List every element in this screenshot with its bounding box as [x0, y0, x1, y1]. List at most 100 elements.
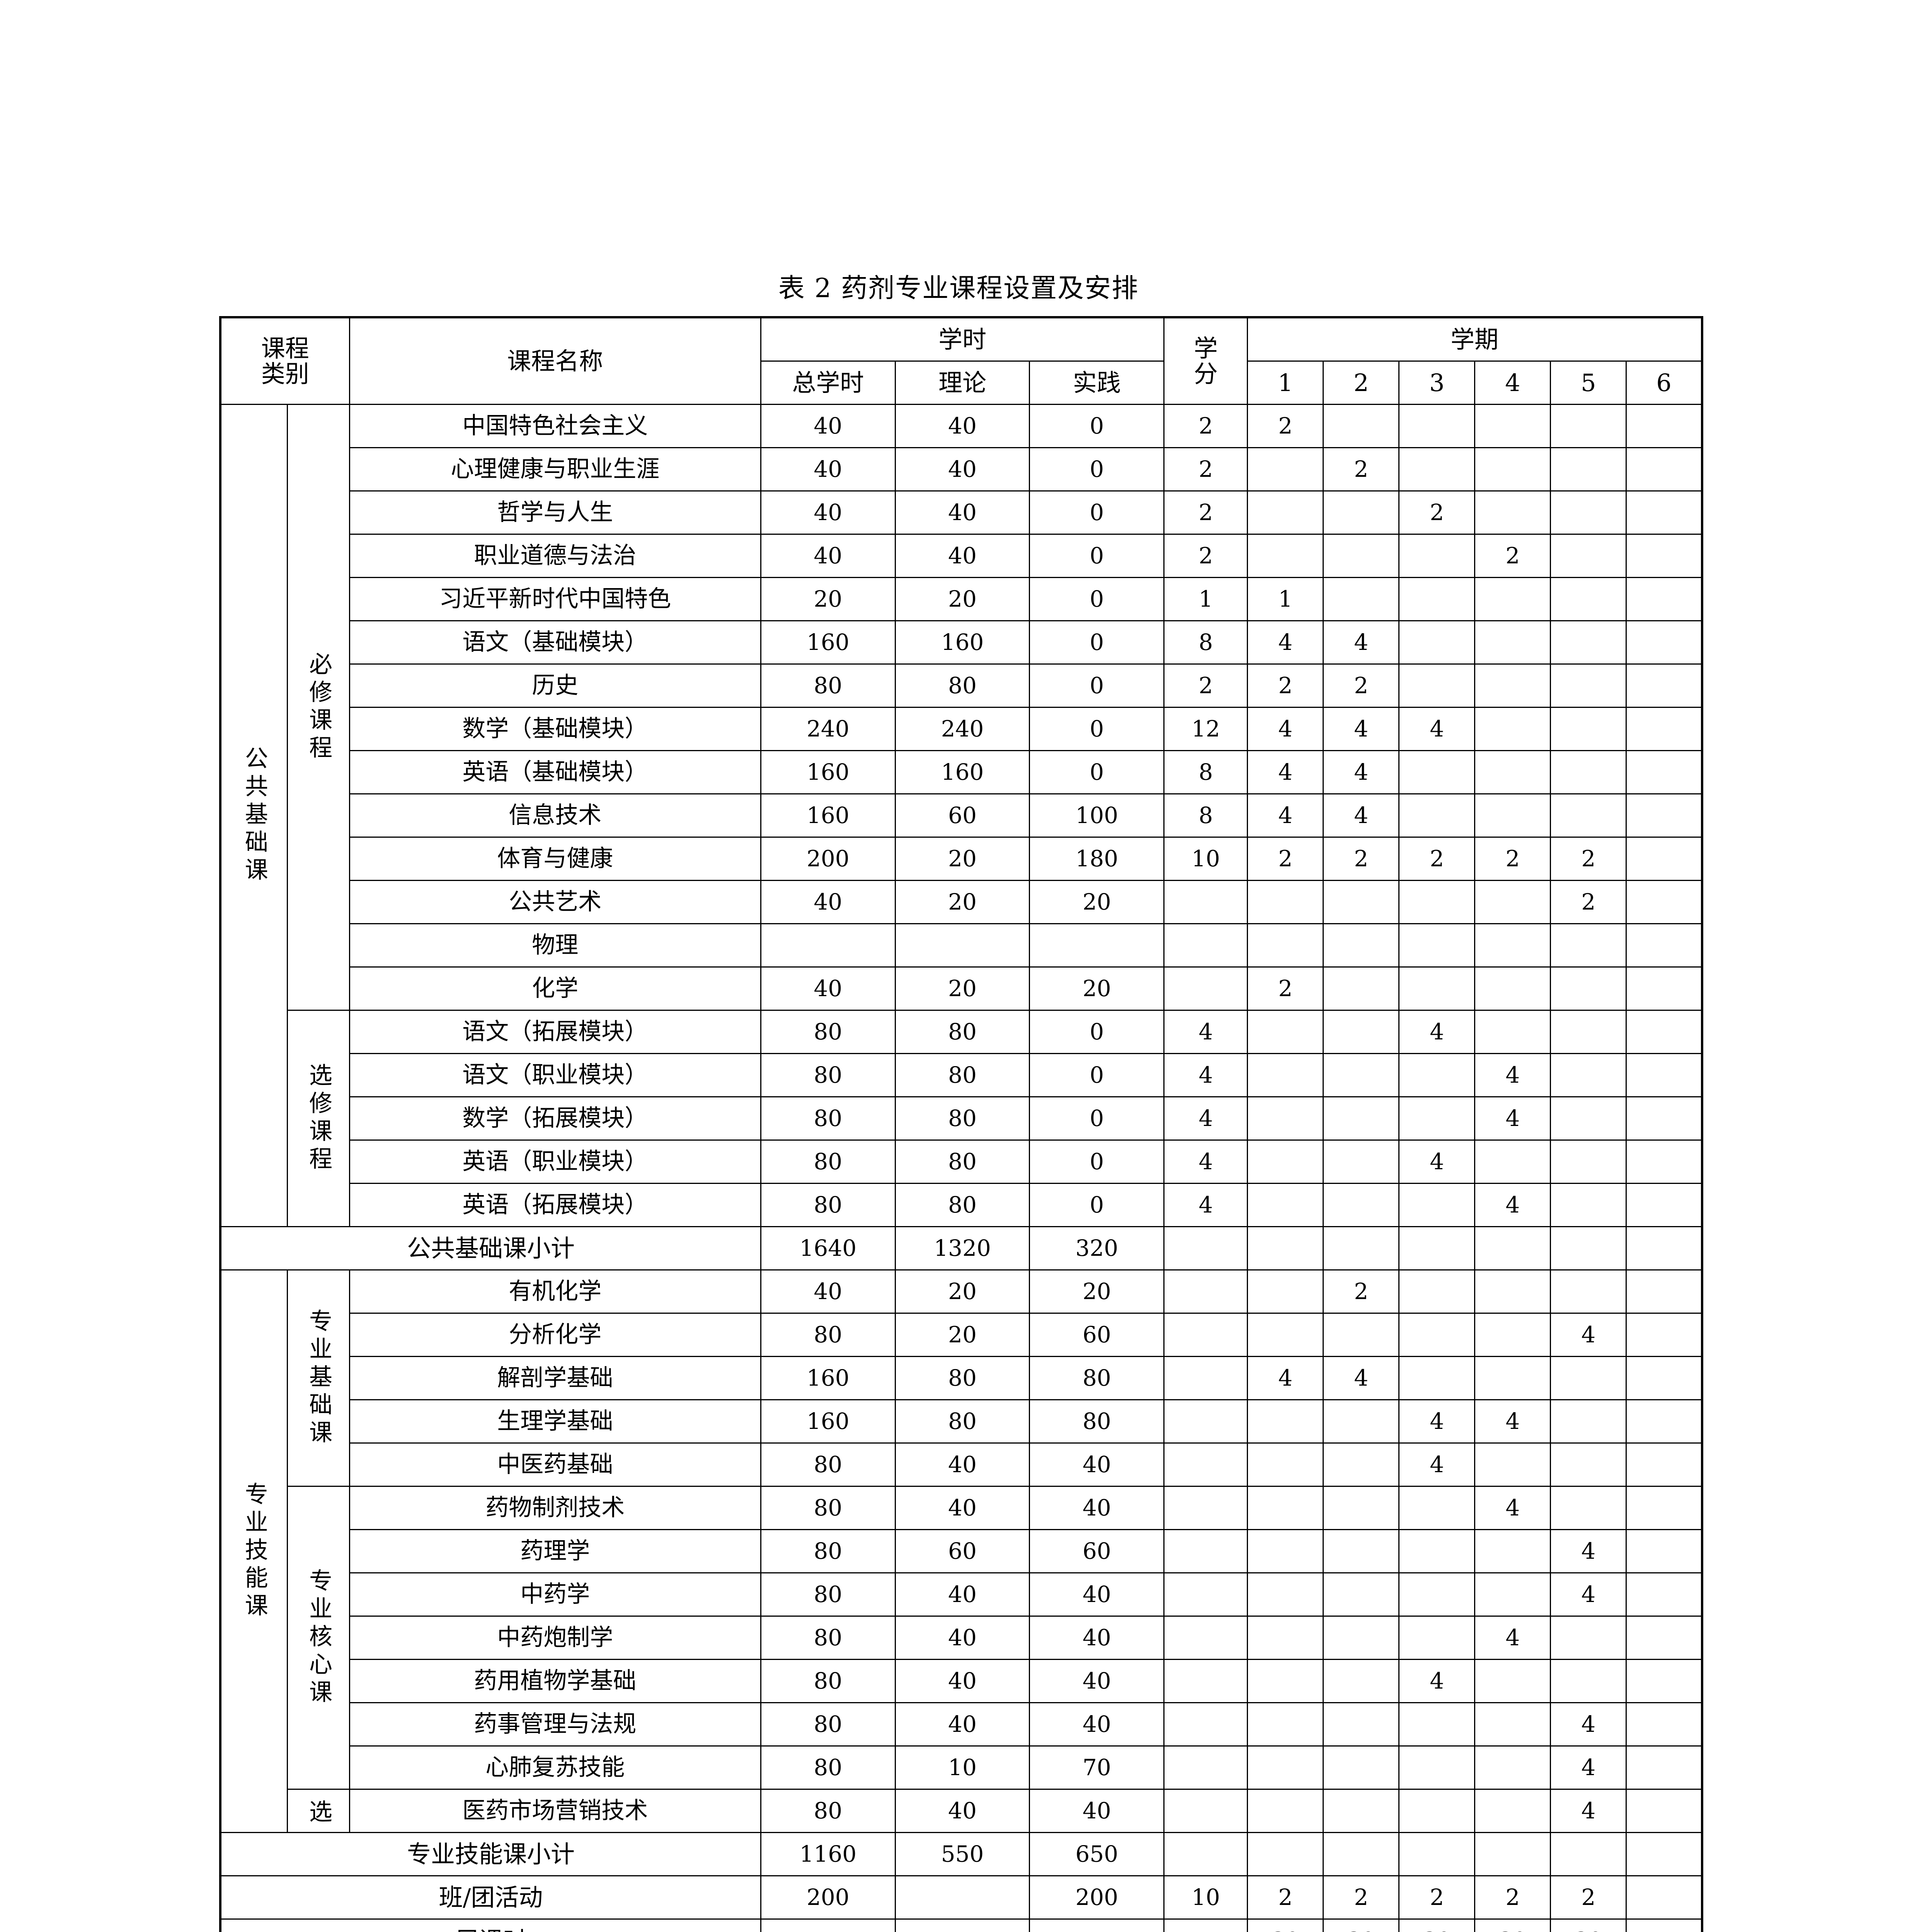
table-row: 专业核心课 药物制剂技术 80 40 40 4: [220, 1486, 1703, 1790]
cell-semester-3: [1398, 620, 1476, 665]
cell-semester-2: [1323, 1789, 1400, 1833]
cell-semester-2: [1323, 966, 1400, 1011]
cell-theory-hours: 80: [894, 663, 1030, 708]
cell-total-hours: 160: [760, 1399, 896, 1444]
cell-semester-2: 2: [1323, 837, 1400, 881]
cell-credits: 4: [1163, 1053, 1248, 1097]
cell-practice-hours: 0: [1029, 534, 1165, 578]
label-weekly-hours-row: 周课时: [220, 1918, 761, 1932]
cell-semester-4: [1474, 1139, 1551, 1184]
cell-semester-2: 4: [1323, 1356, 1400, 1400]
cell-semester-4: [1474, 1442, 1551, 1487]
cell-semester-6: [1626, 404, 1703, 448]
cell-semester-6: [1626, 1616, 1703, 1660]
cell-semester-5: [1550, 1616, 1627, 1660]
cell-semester-2: 4: [1323, 793, 1400, 838]
cell-semester-1: [1247, 1313, 1324, 1357]
header-semester-group: 学期: [1247, 316, 1703, 362]
cell-semester-1: [1247, 1053, 1324, 1097]
cell-semester-2: [1323, 1659, 1400, 1703]
cell-semester-4: 2: [1474, 534, 1551, 578]
table-row: 选修课程 语文（拓展模块） 80 80 0 4 4: [220, 1010, 1703, 1227]
table-caption: 表 2 药剂专业课程设置及安排: [778, 273, 1139, 304]
cell-practice-hours: 40: [1029, 1572, 1165, 1617]
header-semester-2: 2: [1323, 361, 1400, 405]
cell-total-hours: 80: [760, 1313, 896, 1357]
course-table-container: 课程 类别 课程名称 学时 学 分 学期 总学时 理论 实践 1: [219, 316, 1703, 1932]
cell-semester-3: [1398, 1529, 1476, 1573]
cell-semester-4: 4: [1474, 1616, 1551, 1660]
cell-credits: 4: [1163, 1183, 1248, 1227]
cell-semester-6: [1626, 1010, 1703, 1054]
cell-semester-1: [1247, 1616, 1324, 1660]
cell-semester-2: [1323, 1139, 1400, 1184]
cell-semester-6: [1626, 837, 1703, 881]
cell-semester-1: 4: [1247, 793, 1324, 838]
header-category: 课程 类别: [220, 316, 350, 405]
cell-semester-5: [1550, 1010, 1627, 1054]
cell-semester-5: [1550, 1096, 1627, 1141]
cell-semester-1: [1247, 447, 1324, 492]
header-credits-line2: 分: [1193, 359, 1218, 388]
cell-semester-6: [1626, 1399, 1703, 1444]
cell-credits: [1163, 1702, 1248, 1747]
subcategory-elective: 选修课程: [287, 1010, 350, 1227]
cell-semester-3: [1398, 1702, 1476, 1747]
cell-semester-5: [1550, 1269, 1627, 1314]
cell-practice-hours: 0: [1029, 750, 1165, 794]
cell-semester-6: [1626, 1356, 1703, 1400]
cell-semester-6: [1626, 1875, 1703, 1920]
cell-semester-4: 4: [1474, 1053, 1551, 1097]
cell-semester-3: [1398, 750, 1476, 794]
cell-semester-4: [1474, 404, 1551, 448]
cell-semester-5: 2: [1550, 837, 1627, 881]
cell-semester-4: [1474, 1356, 1551, 1400]
cell-semester-3: [1398, 1226, 1476, 1270]
cell-semester-6: [1626, 1053, 1703, 1097]
cell-semester-3: [1398, 1572, 1476, 1617]
cell-semester-5: 4: [1550, 1745, 1627, 1790]
cell-practice-hours: 80: [1029, 1356, 1165, 1400]
cell-semester-1: [1247, 1399, 1324, 1444]
cell-theory-hours: 20: [894, 1313, 1030, 1357]
cell-semester-3: [1398, 577, 1476, 621]
cell-practice-hours: 40: [1029, 1616, 1165, 1660]
cell-semester-4: [1474, 966, 1551, 1011]
cell-practice-hours: [1029, 1918, 1165, 1932]
cell-practice-hours: 200: [1029, 1875, 1165, 1920]
table-row: 数学（拓展模块） 80 80 0 4 4: [220, 1096, 1703, 1141]
cell-semester-6: [1626, 923, 1703, 968]
cell-semester-6: [1626, 1183, 1703, 1227]
cell-credits: [1163, 966, 1248, 1011]
cell-total-hours: 1160: [760, 1832, 896, 1876]
cell-total-hours: 160: [760, 620, 896, 665]
cell-total-hours: 1640: [760, 1226, 896, 1270]
cell-total-hours: 40: [760, 966, 896, 1011]
cell-semester-2: [1323, 1702, 1400, 1747]
cell-total-hours: 80: [760, 1789, 896, 1833]
cell-total-hours: 240: [760, 707, 896, 751]
cell-semester-1: [1247, 1572, 1324, 1617]
cell-semester-4: 30: [1474, 1918, 1551, 1932]
cell-semester-6: [1626, 534, 1703, 578]
cell-practice-hours: 80: [1029, 1399, 1165, 1444]
cell-semester-1: 2: [1247, 966, 1324, 1011]
cell-theory-hours: 40: [894, 1616, 1030, 1660]
cell-semester-2: [1323, 1442, 1400, 1487]
subcategory-major-elective: 选: [287, 1789, 350, 1833]
cell-semester-6: [1626, 1529, 1703, 1573]
cell-semester-3: [1398, 404, 1476, 448]
cell-total-hours: 80: [760, 1745, 896, 1790]
cell-semester-5: [1550, 1832, 1627, 1876]
cell-semester-5: 4: [1550, 1789, 1627, 1833]
cell-theory-hours: [894, 1918, 1030, 1932]
cell-practice-hours: 0: [1029, 1183, 1165, 1227]
cell-practice-hours: 0: [1029, 1053, 1165, 1097]
cell-semester-6: [1626, 1702, 1703, 1747]
header-semester-4: 4: [1474, 361, 1551, 405]
header-row-1: 课程 类别 课程名称 学时 学 分 学期: [220, 316, 1703, 405]
cell-semester-5: [1550, 1226, 1627, 1270]
cell-course-name: 中医药基础: [349, 1442, 761, 1487]
cell-theory-hours: 80: [894, 1010, 1030, 1054]
table-row: 中医药基础 80 40 40 4: [220, 1442, 1703, 1487]
